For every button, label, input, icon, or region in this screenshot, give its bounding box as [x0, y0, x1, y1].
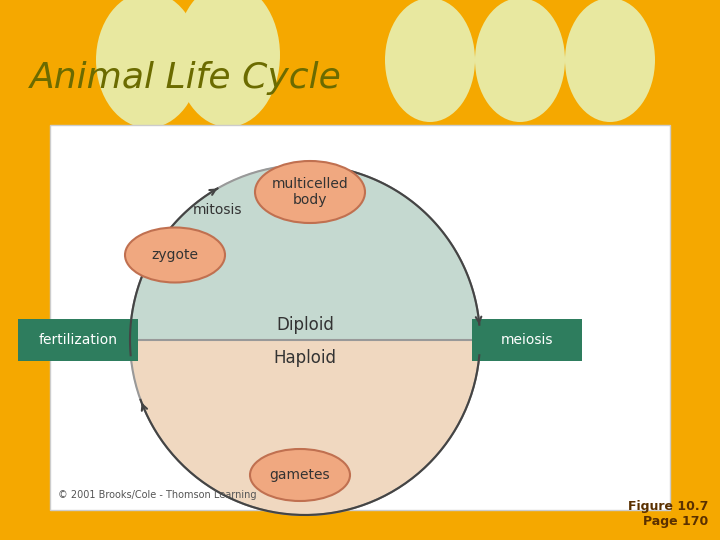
Text: Diploid: Diploid	[276, 316, 334, 334]
Text: gametes: gametes	[270, 468, 330, 482]
Text: multicelled
body: multicelled body	[271, 177, 348, 207]
Text: mitosis: mitosis	[193, 203, 243, 217]
Text: © 2001 Brooks/Cole - Thomson Learning: © 2001 Brooks/Cole - Thomson Learning	[58, 490, 256, 500]
Ellipse shape	[250, 449, 350, 501]
Ellipse shape	[385, 0, 475, 122]
Polygon shape	[130, 165, 480, 340]
Text: Haploid: Haploid	[274, 349, 336, 367]
FancyBboxPatch shape	[18, 319, 138, 361]
Text: zygote: zygote	[151, 248, 199, 262]
Ellipse shape	[255, 161, 365, 223]
Ellipse shape	[565, 0, 655, 122]
Ellipse shape	[96, 0, 200, 128]
Text: Figure 10.7
Page 170: Figure 10.7 Page 170	[628, 500, 708, 528]
Ellipse shape	[125, 227, 225, 282]
Ellipse shape	[475, 0, 565, 122]
Text: meiosis: meiosis	[500, 333, 553, 347]
Text: Animal Life Cycle: Animal Life Cycle	[30, 61, 342, 95]
Ellipse shape	[176, 0, 280, 127]
Polygon shape	[130, 340, 480, 515]
Text: fertilization: fertilization	[38, 333, 117, 347]
FancyBboxPatch shape	[472, 319, 582, 361]
FancyBboxPatch shape	[50, 125, 670, 510]
